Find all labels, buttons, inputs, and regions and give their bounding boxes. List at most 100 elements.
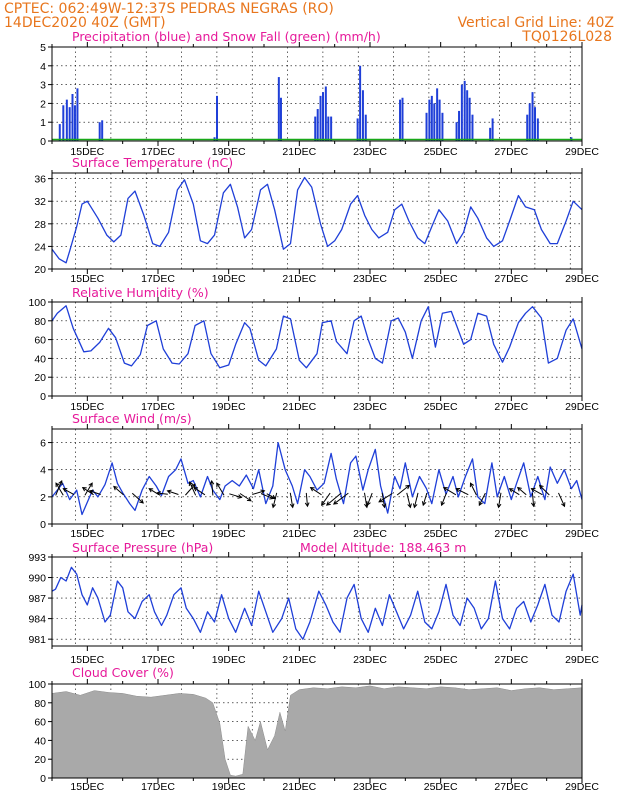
x-tick-label: 17DEC [141,273,175,285]
precip-bar [531,92,534,141]
x-tick-label: 23DEC [353,401,387,413]
precip-bar [359,65,362,141]
wind-arrow [558,492,565,507]
x-tick-label: 19DEC [212,146,246,158]
precip-bar [314,116,317,141]
humidity-panel: 0 20 40 60 80 100 15DEC 17DEC 19DEC 21DEC 23DEC 25D… [28,297,599,413]
wind-arrow-head [469,482,475,488]
x-tick-label: 21DEC [282,781,316,793]
wind-arrow [539,484,550,496]
precip-bar [526,114,529,141]
precip-bar [330,116,333,141]
x-tick-label: 15DEC [70,401,104,413]
header-station: CPTEC: 062:49W-12:37S PEDRAS NEGRAS (RO) [4,1,334,17]
y-tick-label: 0 [40,773,46,785]
wind-arrow-head [561,502,566,508]
x-tick-label: 15DEC [70,146,104,158]
x-tick-label: 27DEC [494,781,528,793]
x-tick-label: 19DEC [212,654,246,666]
y-tick-label: 100 [28,679,46,691]
wind-arrow [326,492,342,506]
wind-panel: 0 2 4 6 15DEC 17DEC 19DEC 21DEC 23DEC 25DEC 27DEC 2… [40,424,599,540]
wind-arrow-head [321,501,326,506]
wind-arrow-head [442,487,448,492]
wind-arrow-head [325,501,331,506]
precip-bar [101,120,104,141]
y-tick-label: 24 [34,241,46,253]
cloud-cover-area [51,685,583,779]
wind-arrow-head [478,501,483,507]
wind-arrow-head [62,488,68,493]
panel-frame [51,301,583,397]
wind-arrow [272,492,278,508]
series-line [51,176,583,264]
precip-bar [468,97,471,141]
y-tick-label: 80 [34,316,46,328]
wind-arrow [167,490,179,495]
wind-arrow [443,487,457,496]
y-tick-label: 32 [34,196,46,208]
precip-bar [58,124,61,141]
wind-arrow-head [166,489,172,495]
wind-arrow [413,492,419,508]
wind-arrow [470,482,477,496]
wind-arrow [260,493,274,500]
wind-arrow [63,488,75,496]
x-tick-label: 27DEC [494,528,528,540]
precip-bar [460,84,463,141]
panel-frame [51,428,583,525]
wind-arrow-head [113,485,118,491]
precip-bar [458,110,461,141]
wind-arrow [363,492,368,508]
precip-bar [76,88,79,141]
temperature-title: Surface Temperature (nC) [72,155,233,170]
wind-arrow [189,481,197,496]
wind-arrow [498,492,502,508]
x-tick-label: 27DEC [494,654,528,666]
precip-bar [430,95,433,141]
y-tick-label: 993 [28,552,46,564]
precip-panel: 0 1 2 3 4 5 15DEC 17DEC 19DEC 21DEC 23DEC 25DEC 27DE… [40,42,599,158]
x-tick-label: 21DEC [282,273,316,285]
precip-bar [466,90,469,141]
x-tick-label: 29DEC [565,401,599,413]
wind-arrow-head [188,481,194,487]
temperature-panel: 20 24 28 32 36 15DEC 17DEC 19DEC 21DEC 23DEC 25DEC… [34,168,599,285]
x-tick-label: 15DEC [70,273,104,285]
y-tick-label: 40 [34,353,46,365]
wind-arrow [289,492,294,508]
wind-arrow [266,493,276,499]
x-tick-label: 29DEC [565,528,599,540]
wind-arrow [422,492,428,506]
x-tick-label: 25DEC [424,273,458,285]
series-line [51,305,583,369]
precip-bar [528,103,531,141]
x-tick-label: 23DEC [353,528,387,540]
series-line [51,566,583,640]
wind-arrow-head [455,487,461,493]
wind-arrow-head [55,482,60,488]
x-tick-label: 21DEC [282,146,316,158]
wind-arrow-head [530,488,536,493]
precip-bar [73,105,76,141]
wind-arrow-head [407,503,412,509]
precip-bar [98,122,101,141]
y-tick-label: 987 [28,593,46,605]
x-tick-label: 25DEC [424,781,458,793]
wind-arrow [321,492,331,506]
wind-arrow [193,487,206,496]
x-tick-label: 19DEC [212,401,246,413]
wind-arrow [131,492,144,504]
y-tick-label: 60 [34,717,46,729]
x-tick-label: 29DEC [565,273,599,285]
precip-bar [433,103,436,141]
precip-bar [491,118,494,141]
y-tick-label: 6 [40,438,46,450]
wind-arrow-head [155,491,161,496]
humidity-title: Relative Humidity (%) [72,285,209,300]
wind-arrow-head [216,482,221,488]
precip-bar [319,95,322,141]
wind-arrow-head [81,486,87,492]
precip-bar [279,97,282,141]
wind-arrow-head [237,494,243,499]
